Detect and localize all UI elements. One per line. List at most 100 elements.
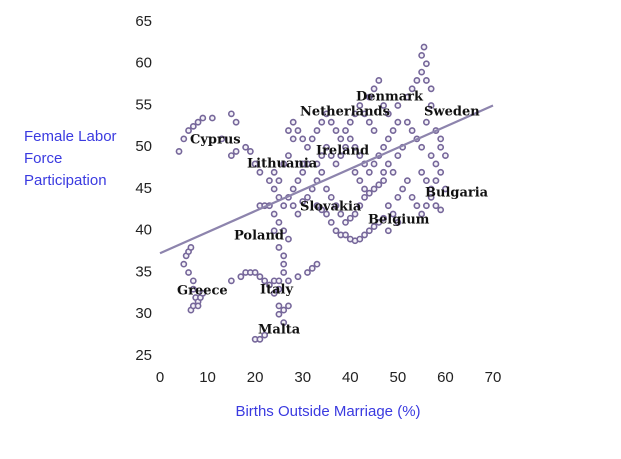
y-tick-label: 60	[135, 55, 152, 72]
point	[270, 227, 278, 235]
point	[437, 135, 445, 143]
point	[232, 118, 240, 126]
point	[389, 127, 397, 134]
point	[422, 202, 430, 210]
point	[251, 160, 259, 168]
x-tick-label: 20	[247, 369, 264, 386]
point	[361, 185, 368, 193]
point	[304, 269, 311, 276]
point	[275, 310, 283, 318]
point	[380, 168, 387, 176]
point	[384, 135, 392, 143]
point	[365, 118, 373, 126]
point	[275, 218, 283, 226]
y-tick-label: 45	[135, 180, 152, 197]
point	[270, 210, 278, 218]
point	[199, 114, 207, 122]
point	[375, 181, 383, 189]
point	[261, 331, 269, 339]
point	[361, 110, 368, 118]
point	[280, 319, 288, 326]
point	[389, 168, 397, 176]
point	[199, 289, 207, 297]
point	[370, 160, 378, 168]
point	[175, 148, 183, 155]
point	[427, 85, 435, 93]
point	[280, 160, 288, 168]
point	[280, 306, 288, 314]
point	[294, 210, 302, 218]
point	[304, 193, 311, 201]
country-label: Italy	[260, 283, 293, 298]
point	[356, 202, 364, 210]
point	[418, 68, 426, 76]
point	[304, 143, 311, 151]
point	[356, 102, 364, 109]
point	[299, 135, 307, 143]
point	[323, 143, 330, 151]
point	[332, 127, 340, 134]
point	[313, 127, 321, 134]
point	[394, 152, 402, 159]
point	[384, 110, 392, 118]
point	[270, 185, 278, 193]
point	[380, 177, 387, 185]
point	[294, 127, 302, 134]
point	[189, 122, 197, 130]
point	[442, 152, 449, 159]
y-tick-label: 65	[135, 13, 152, 30]
point	[194, 118, 202, 126]
point	[375, 218, 383, 226]
country-label: Ireland	[316, 144, 369, 159]
point	[299, 198, 307, 205]
point	[422, 177, 430, 185]
point	[413, 202, 421, 210]
point	[275, 177, 283, 185]
country-label: Cyprus	[190, 133, 241, 148]
point	[251, 269, 259, 276]
point	[227, 152, 235, 159]
point	[342, 127, 349, 134]
point	[356, 177, 364, 185]
point	[418, 210, 426, 218]
point	[280, 252, 288, 260]
point	[342, 218, 349, 226]
point	[437, 168, 445, 176]
point	[427, 193, 435, 201]
point	[380, 143, 387, 151]
point	[432, 177, 440, 185]
point	[432, 202, 440, 210]
point	[318, 118, 326, 126]
point	[185, 269, 192, 276]
point	[346, 135, 354, 143]
point	[318, 152, 326, 159]
point	[422, 60, 430, 68]
point	[189, 277, 197, 285]
point	[256, 273, 264, 281]
point	[365, 168, 373, 176]
x-tick-label: 70	[485, 369, 502, 386]
country-label: Poland	[234, 229, 284, 244]
point	[370, 85, 378, 93]
trend-line	[159, 104, 494, 255]
point	[313, 160, 321, 168]
point	[370, 185, 378, 193]
point	[365, 227, 373, 235]
point	[285, 277, 292, 285]
point	[275, 285, 283, 293]
point	[289, 118, 297, 126]
point	[337, 152, 345, 159]
point	[351, 168, 359, 176]
x-tick-label: 40	[342, 369, 359, 386]
point	[427, 102, 435, 109]
point	[323, 210, 330, 218]
point	[285, 152, 292, 159]
country-label: Sweden	[424, 105, 480, 120]
point	[380, 214, 387, 222]
point	[275, 277, 283, 285]
point	[289, 185, 297, 193]
point	[437, 206, 445, 214]
x-tick-label: 10	[199, 369, 216, 386]
point	[370, 127, 378, 134]
point	[194, 302, 202, 310]
